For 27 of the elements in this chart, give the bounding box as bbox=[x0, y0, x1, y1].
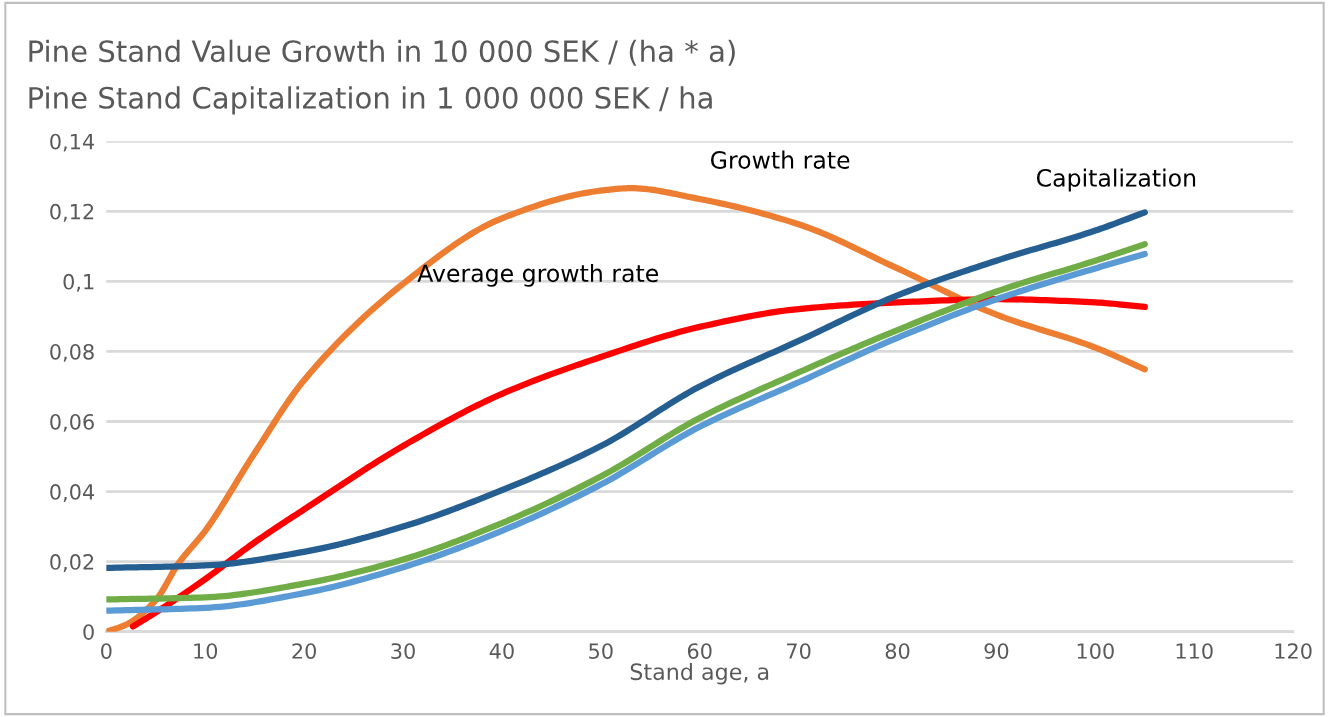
x-tick-label: 60 bbox=[687, 643, 712, 659]
x-tick-label: 30 bbox=[391, 643, 415, 659]
y-tick-label: 0,06 bbox=[50, 413, 94, 432]
y-tick-label: 0,1 bbox=[63, 273, 94, 292]
x-tick-label: 0 bbox=[101, 643, 112, 659]
y-tick-label: 0,14 bbox=[50, 133, 95, 152]
x-tick-label: 70 bbox=[787, 643, 811, 659]
y-tick-label: 0,02 bbox=[50, 554, 94, 572]
chart-title: Pine Stand Value Growth in 10 000 SEK / (ha * a) bbox=[29, 39, 735, 66]
x-tick-label: 100 bbox=[1077, 643, 1114, 659]
x-tick-label: 110 bbox=[1176, 643, 1213, 659]
x-axis-title: Stand age, a bbox=[630, 662, 769, 685]
annotation: Average growth rate bbox=[417, 263, 659, 287]
annotation: Capitalization bbox=[1036, 168, 1196, 192]
y-tick-label: 0 bbox=[83, 624, 94, 640]
annotation: Growth rate bbox=[710, 150, 850, 169]
x-tick-label: 10 bbox=[194, 643, 218, 659]
chart-subtitle: Pine Stand Capitalization in 1 000 000 SEK / ha bbox=[29, 86, 712, 115]
x-tick-label: 40 bbox=[489, 643, 514, 659]
x-tick-label: 90 bbox=[984, 643, 1009, 659]
y-tick-label: 0,08 bbox=[50, 343, 94, 362]
x-tick-label: 20 bbox=[292, 643, 316, 659]
x-tick-label: 120 bbox=[1275, 643, 1312, 659]
x-tick-label: 80 bbox=[885, 643, 910, 659]
x-tick-label: 50 bbox=[589, 643, 613, 659]
y-tick-label: 0,12 bbox=[50, 203, 94, 222]
y-tick-label: 0,04 bbox=[50, 484, 95, 502]
